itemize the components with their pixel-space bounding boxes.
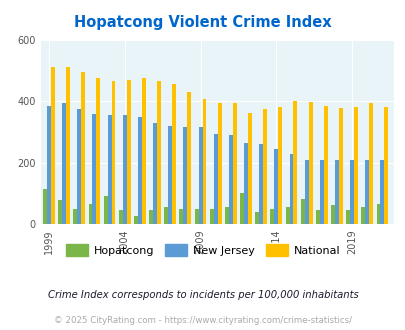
Bar xyxy=(77,109,81,224)
Bar xyxy=(334,160,338,224)
Bar xyxy=(73,209,77,224)
Bar xyxy=(47,106,51,224)
Bar xyxy=(194,209,198,224)
Bar xyxy=(198,127,202,224)
Bar xyxy=(149,210,153,224)
Bar xyxy=(384,107,388,224)
Bar xyxy=(157,81,160,224)
Bar xyxy=(277,107,281,224)
Bar xyxy=(308,102,312,224)
Bar xyxy=(126,80,130,224)
Bar xyxy=(304,160,308,224)
Bar xyxy=(168,126,172,224)
Bar xyxy=(88,204,92,224)
Bar xyxy=(345,210,349,224)
Bar xyxy=(330,205,334,224)
Bar xyxy=(119,210,122,224)
Bar xyxy=(179,209,183,224)
Bar xyxy=(360,208,364,224)
Bar xyxy=(289,153,293,224)
Bar xyxy=(239,193,243,224)
Bar xyxy=(285,208,289,224)
Bar xyxy=(66,67,70,224)
Bar xyxy=(369,103,372,224)
Legend: Hopatcong, New Jersey, National: Hopatcong, New Jersey, National xyxy=(61,240,344,260)
Bar xyxy=(274,149,277,224)
Bar xyxy=(164,208,168,224)
Bar xyxy=(270,209,274,224)
Bar xyxy=(375,204,379,224)
Bar xyxy=(111,81,115,224)
Bar xyxy=(262,109,266,224)
Bar xyxy=(213,134,217,224)
Bar xyxy=(228,135,232,224)
Bar xyxy=(319,160,323,224)
Bar xyxy=(187,92,191,224)
Bar xyxy=(323,107,327,224)
Text: © 2025 CityRating.com - https://www.cityrating.com/crime-statistics/: © 2025 CityRating.com - https://www.city… xyxy=(54,315,351,325)
Bar xyxy=(141,78,145,224)
Bar xyxy=(258,144,262,224)
Bar xyxy=(138,116,141,224)
Bar xyxy=(255,212,258,224)
Bar xyxy=(379,160,384,224)
Bar xyxy=(364,160,369,224)
Bar xyxy=(232,103,236,224)
Bar xyxy=(96,78,100,224)
Text: Crime Index corresponds to incidents per 100,000 inhabitants: Crime Index corresponds to incidents per… xyxy=(47,290,358,300)
Bar xyxy=(107,115,111,224)
Bar xyxy=(172,84,176,224)
Bar xyxy=(338,108,342,224)
Bar xyxy=(62,103,66,224)
Bar xyxy=(43,189,47,224)
Bar xyxy=(349,160,353,224)
Bar xyxy=(315,210,319,224)
Bar xyxy=(353,107,357,224)
Bar xyxy=(153,123,157,224)
Text: Hopatcong Violent Crime Index: Hopatcong Violent Crime Index xyxy=(74,15,331,30)
Bar xyxy=(209,209,213,224)
Bar xyxy=(217,103,221,224)
Bar xyxy=(51,67,55,224)
Bar xyxy=(122,115,126,224)
Bar xyxy=(247,113,252,224)
Bar xyxy=(202,99,206,224)
Bar xyxy=(58,200,62,224)
Bar xyxy=(183,127,187,224)
Bar xyxy=(224,208,228,224)
Bar xyxy=(81,72,85,224)
Bar xyxy=(92,114,96,224)
Bar xyxy=(300,199,304,224)
Bar xyxy=(243,143,247,224)
Bar xyxy=(103,196,107,224)
Bar xyxy=(134,216,138,224)
Bar xyxy=(293,101,297,224)
